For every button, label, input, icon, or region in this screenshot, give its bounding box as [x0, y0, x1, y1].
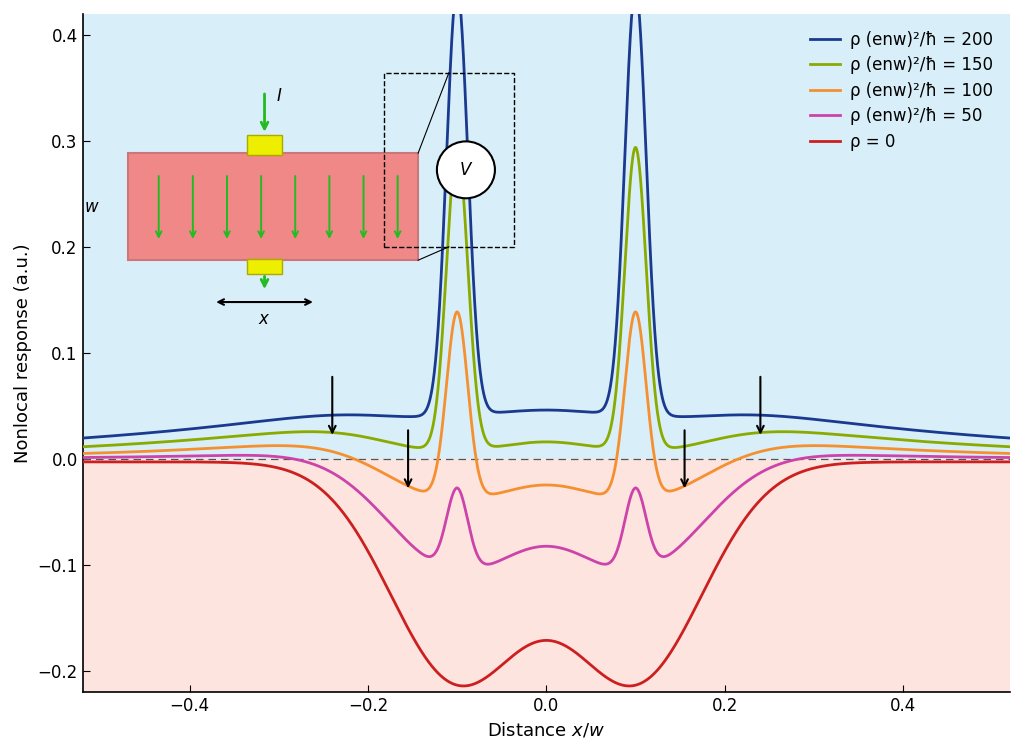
- Legend: ρ (enw)²/ħ = 200, ρ (enw)²/ħ = 150, ρ (enw)²/ħ = 100, ρ (enw)²/ħ = 50, ρ = 0: ρ (enw)²/ħ = 200, ρ (enw)²/ħ = 150, ρ (e…: [802, 23, 1001, 159]
- Circle shape: [437, 142, 495, 198]
- Y-axis label: Nonlocal response (a.u.): Nonlocal response (a.u.): [14, 243, 32, 462]
- Bar: [83, 459, 1010, 692]
- Text: $x$: $x$: [258, 309, 270, 328]
- Text: $w$: $w$: [84, 197, 100, 215]
- Bar: [248, 135, 282, 155]
- X-axis label: Distance $x/w$: Distance $x/w$: [487, 720, 605, 739]
- Bar: [128, 153, 418, 261]
- Bar: [248, 258, 282, 273]
- Text: $V$: $V$: [459, 161, 473, 179]
- Bar: [83, 14, 1010, 459]
- Text: $I$: $I$: [276, 87, 283, 105]
